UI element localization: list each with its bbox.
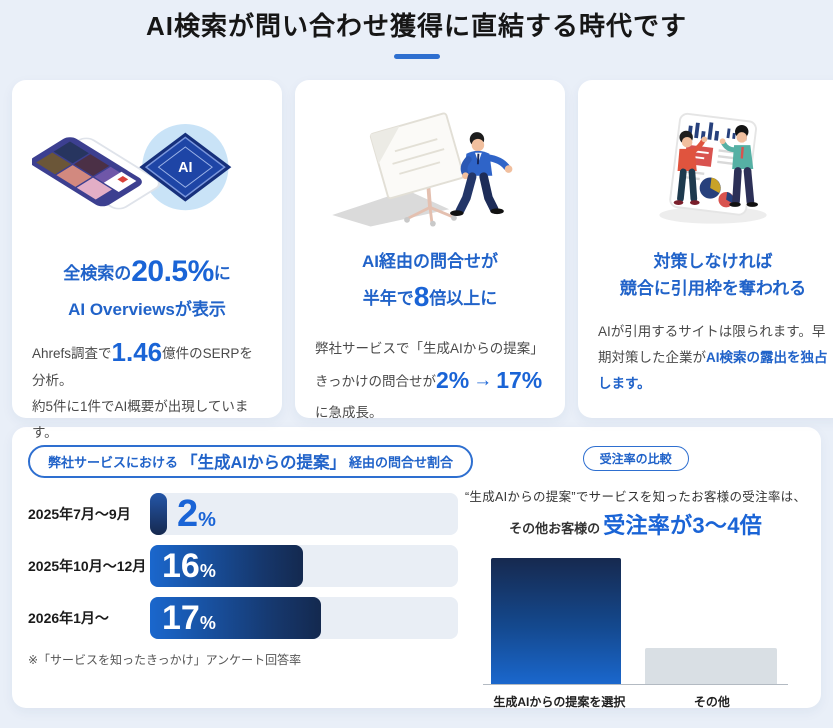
row-label: 2025年7月〜9月 — [28, 506, 131, 523]
card2-body: 弊社サービスで「生成AIからの提案」きっかけの問合せが2% → 17%に急成長。 — [315, 341, 544, 420]
card3-heading: 対策しなければ 競合に引用枠を奪われる — [619, 252, 807, 299]
label-ai-proposal: 生成AIからの提案を選択 — [493, 695, 626, 710]
charts-card: 弊社サービスにおける 「生成AIからの提案」 経由の問合せ割合 2025年7月〜… — [12, 427, 821, 710]
man-figure — [719, 125, 759, 208]
order-rate-bars — [483, 558, 789, 686]
bar-16-percent: 16% — [150, 545, 303, 588]
people-report-illustration — [659, 113, 767, 224]
order-rate-section: 受注率の比較 “生成AIからの提案”でサービスを知ったお客様の受注率は、 その他… — [464, 445, 807, 710]
inquiry-chart-badge: 弊社サービスにおける 「生成AIからの提案」 経由の問合せ割合 — [28, 445, 474, 479]
row-label: 2025年10月〜12月 — [28, 558, 147, 575]
chart-row-2026-q1: 2026年1月〜 17% — [28, 597, 459, 640]
stat-20-5-percent: 20.5% — [131, 255, 214, 289]
bar-value: 2% — [176, 493, 216, 536]
ai-chip-icon: AI — [139, 132, 232, 202]
illustration-wrap — [598, 96, 828, 244]
inquiry-chart-rows: 2025年7月〜9月 2% 2025年10月〜12月 16% 2026 — [28, 493, 459, 640]
illustration-wrap — [315, 96, 545, 244]
bar-value: 16% — [162, 547, 216, 586]
presenter-figure — [450, 132, 513, 217]
card-inquiries-growth: AI経由の問合せが 半年で8倍以上に 弊社サービスで「生成AIからの提案」きっか… — [295, 80, 565, 420]
card-competitor-risk: 対策しなければ 競合に引用枠を奪われる AIが引用するサイトは限られます。早期対… — [578, 80, 833, 419]
chart-row-2025-q3: 2025年7月〜9月 2% — [28, 493, 459, 536]
bar-other — [645, 648, 778, 685]
stat-17-percent: 17% — [496, 367, 543, 394]
bar-ai-proposal — [491, 558, 622, 685]
stat-1-46: 1.46 — [111, 337, 163, 368]
svg-text:AI: AI — [178, 160, 192, 176]
card1-heading: 全検索の20.5%に AI Overviewsが表示 — [63, 255, 231, 320]
phone-ai-chip-illustration: AI — [32, 124, 232, 211]
card3-body-highlight: AI検索の露出を独占します。 — [598, 349, 828, 392]
illustration-wrap: AI — [32, 96, 262, 244]
stat-3-4x: 受注率が3〜4倍 — [603, 513, 763, 539]
survey-footnote: ※「サービスを知ったきっかけ」アンケート回答率 — [28, 653, 302, 668]
stat-cards-row: AI 全検索の20.5%に AI Overviewsが表示 Ahrefs調査で1… — [12, 80, 833, 440]
order-rate-line1: “生成AIからの提案”でサービスを知ったお客様の受注率は、 — [464, 490, 807, 505]
bar-track: 16% — [150, 545, 459, 588]
card2-heading: AI経由の問合せが 半年で8倍以上に — [362, 252, 498, 313]
chart-row-2025-q4: 2025年10月〜12月 16% — [28, 545, 459, 588]
woman-figure — [673, 130, 708, 206]
page-title: AI検索が問い合わせ獲得に直結する時代です — [145, 11, 687, 41]
order-rate-labels: 生成AIからの提案を選択 その他 — [483, 693, 788, 710]
bar-17-percent: 17% — [150, 597, 322, 640]
stat-8x: 8 — [413, 281, 430, 313]
page: AI検索が問い合わせ獲得に直結する時代です — [12, 0, 833, 710]
label-other: その他 — [693, 695, 730, 710]
stat-2-percent: 2% — [435, 367, 470, 394]
order-rate-badge: 受注率の比較 — [582, 446, 689, 472]
card-ai-overviews: AI 全検索の20.5%に AI Overviewsが表示 Ahrefs調査で1… — [12, 80, 282, 440]
inquiry-share-chart: 弊社サービスにおける 「生成AIからの提案」 経由の問合せ割合 2025年7月〜… — [28, 445, 474, 708]
arrow-right-icon: → — [473, 370, 493, 392]
page-header: AI検索が問い合わせ獲得に直結する時代です — [12, 0, 821, 60]
order-rate-chart: 生成AIからの提案を選択 その他 — [483, 558, 789, 710]
card3-body: AIが引用するサイトは限られます。早期対策した企業がAI検索の露出を独占します。 — [598, 323, 828, 392]
title-underline-accent — [393, 54, 440, 60]
order-rate-line2: その他お客様の 受注率が3〜4倍 — [509, 508, 762, 540]
card1-body: Ahrefs調査で1.46億件のSERPを分析。 約5件に1件でAI概要が出現し… — [32, 337, 253, 441]
bar-track: 2% — [150, 493, 459, 536]
row-label: 2026年1月〜 — [28, 610, 109, 627]
bar-2-percent — [150, 493, 167, 536]
bar-value: 17% — [162, 599, 216, 638]
bar-track: 17% — [150, 597, 459, 640]
presenter-flipchart-illustration — [332, 112, 513, 227]
